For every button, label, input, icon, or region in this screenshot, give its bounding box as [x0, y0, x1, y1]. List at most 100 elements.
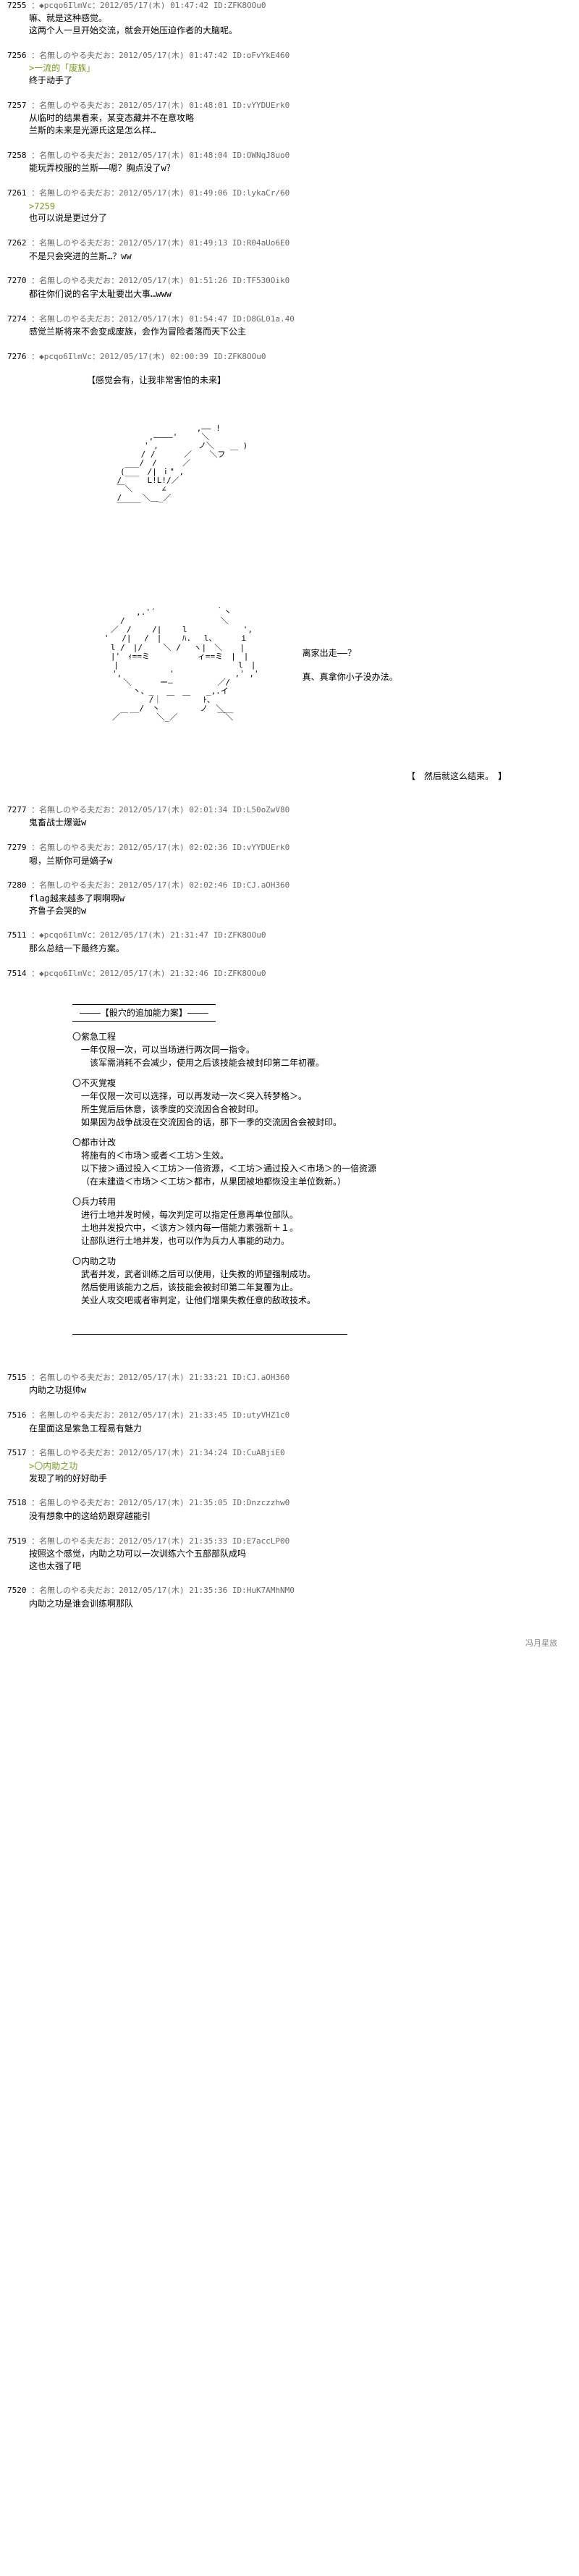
forum-post: 7280 ：名無しのやる夫だお：2012/05/17(木) 02:02:46 I… [0, 880, 579, 917]
ability-desc: 武者并发，武者训练之后可以使用，让失教的师望强制成功。然后使用该能力之后，该技能… [72, 1268, 579, 1307]
post-user: 名無しのやる夫だお [39, 1373, 111, 1382]
post-user: 名無しのやる夫だお [39, 314, 111, 324]
forum-post: 7516 ：名無しのやる夫だお：2012/05/17(木) 21:33:45 I… [0, 1410, 579, 1434]
ability-desc: 一年仅限一次可以选择，可以再发动一次＜突入转梦格＞。所生覚后后休意，该季度的交流… [72, 1090, 579, 1129]
post-user: ◆pcqo6IlmVc [39, 969, 92, 978]
post-date: 2012/05/17(木) 01:47:42 [119, 51, 227, 60]
post-date: 2012/05/17(木) 01:48:01 [119, 101, 227, 110]
post-body: flag越来越多了啊啊啊w齐鲁子会哭的w [7, 891, 579, 917]
post-body: 那么总结一下最终方案。 [7, 941, 579, 955]
ability-title: 〇不灭覚複 [72, 1077, 579, 1090]
post-number: 7258 [7, 151, 27, 160]
post-body: 能玩弄校服的兰斯——嗯？胸点没了w？ [7, 161, 579, 174]
forum-post: 7514 ：◆pcqo6IlmVc：2012/05/17(木) 21:32:46… [0, 968, 579, 1359]
post-header: 7274 ：名無しのやる夫だお：2012/05/17(木) 01:54:47 I… [7, 313, 579, 324]
post-body: >〇内助之功发现了哟的好好助手 [7, 1459, 579, 1485]
post-id: ID:R04aUo6E0 [232, 238, 290, 248]
post-header: 7514 ：◆pcqo6IlmVc：2012/05/17(木) 21:32:46… [7, 968, 579, 979]
post-user: ◆pcqo6IlmVc [39, 352, 92, 361]
post-header: 7257 ：名無しのやる夫だお：2012/05/17(木) 01:48:01 I… [7, 100, 579, 111]
post-user: 名無しのやる夫だお [39, 1586, 111, 1595]
post-id: ID:E7accLP00 [232, 1536, 290, 1546]
forum-post: 7257 ：名無しのやる夫だお：2012/05/17(木) 01:48:01 I… [0, 100, 579, 137]
post-number: 7262 [7, 238, 27, 248]
ability-item: 〇兵力转用进行土地并发时候，每次判定可以指定任意再单位部队。土地并发投穴中，＜该… [72, 1195, 579, 1247]
post-body: >7259也可以说是更过分了 [7, 199, 579, 225]
post-body: 从临时的结果看来，某变态藏并不在意攻略兰斯的未来是光源氏这是怎么样… [7, 111, 579, 137]
post-header: 7511 ：◆pcqo6IlmVc：2012/05/17(木) 21:31:47… [7, 930, 579, 940]
post-number: 7520 [7, 1586, 27, 1595]
post-header: 7261 ：名無しのやる夫だお：2012/05/17(木) 01:49:06 I… [7, 188, 579, 198]
post-body: 在里面这是紫急工程易有魅力 [7, 1421, 579, 1435]
post-date: 2012/05/17(木) 02:02:46 [119, 880, 227, 890]
forum-post: 7258 ：名無しのやる夫だお：2012/05/17(木) 01:48:04 I… [0, 150, 579, 174]
post-header: 7277 ：名無しのやる夫だお：2012/05/17(木) 02:01:34 I… [7, 804, 579, 815]
post-header: 7276 ：◆pcqo6IlmVc：2012/05/17(木) 02:00:39… [7, 351, 579, 362]
post-body: 【感觉会有，让我非常害怕的未来】 ,―― ! ,――――' ＼ ' , ノ＼ )… [7, 362, 579, 783]
post-number: 7255 [7, 1, 27, 10]
post-header: 7279 ：名無しのやる夫だお：2012/05/17(木) 02:02:36 I… [7, 842, 579, 853]
post-header: 7516 ：名無しのやる夫だお：2012/05/17(木) 21:33:45 I… [7, 1410, 579, 1420]
ability-desc: 一年仅限一次，可以当场进行两次同一指令。 该军需消耗不会减少，使用之后该技能会被… [72, 1043, 579, 1069]
post-header: 7258 ：名無しのやる夫だお：2012/05/17(木) 01:48:04 I… [7, 150, 579, 161]
post-user: ◆pcqo6IlmVc [39, 1, 92, 10]
post-id: ID:ZFK8OOu0 [214, 1, 266, 10]
post-user: 名無しのやる夫だお [39, 805, 111, 815]
post-user: 名無しのやる夫だお [39, 880, 111, 890]
post-id: ID:oFvYkE460 [232, 51, 290, 60]
forum-post: 7255 ：◆pcqo6IlmVc：2012/05/17(木) 01:47:42… [0, 0, 579, 37]
post-date: 2012/05/17(木) 01:51:26 [119, 276, 227, 285]
post-id: ID:L50oZwV80 [232, 805, 290, 815]
post-date: 2012/05/17(木) 21:35:05 [119, 1498, 227, 1507]
forum-post: 7515 ：名無しのやる夫だお：2012/05/17(木) 21:33:21 I… [0, 1372, 579, 1397]
post-user: 名無しのやる夫だお [39, 1448, 111, 1457]
post-header: 7256 ：名無しのやる夫だお：2012/05/17(木) 01:47:42 I… [7, 50, 579, 61]
post-number: 7274 [7, 314, 27, 324]
post-id: ID:OWNqJ8uo0 [232, 151, 290, 160]
quote-text: >一流的「废族」 [29, 63, 95, 73]
forum-post: 7276 ：◆pcqo6IlmVc：2012/05/17(木) 02:00:39… [0, 351, 579, 783]
post-user: 名無しのやる夫だお [39, 188, 111, 198]
ability-desc: 将施有的＜市场＞或者＜工坊＞生效。以下接＞通过投入＜工坊＞一倍资源，＜工坊＞通过… [72, 1149, 579, 1188]
post-user: 名無しのやる夫だお [39, 101, 111, 110]
forum-post: 7274 ：名無しのやる夫だお：2012/05/17(木) 01:54:47 I… [0, 313, 579, 338]
ability-item: 〇不灭覚複一年仅限一次可以选择，可以再发动一次＜突入转梦格＞。所生覚后后休意，该… [72, 1077, 579, 1129]
post-date: 2012/05/17(木) 01:49:06 [119, 188, 227, 198]
post-number: 7514 [7, 969, 27, 978]
post-body: 内助之功是谁会训练啊那队 [7, 1596, 579, 1610]
post-header: 7262 ：名無しのやる夫だお：2012/05/17(木) 01:49:13 I… [7, 237, 579, 248]
ability-title: 〇都市计改 [72, 1136, 579, 1149]
ability-item: 〇紫急工程一年仅限一次，可以当场进行两次同一指令。 该军需消耗不会减少，使用之后… [72, 1030, 579, 1069]
post-number: 7261 [7, 188, 27, 198]
forum-post: 7518 ：名無しのやる夫だお：2012/05/17(木) 21:35:05 I… [0, 1497, 579, 1522]
post-date: 2012/05/17(木) 01:48:04 [119, 151, 227, 160]
forum-post: 7519 ：名無しのやる夫だお：2012/05/17(木) 21:35:33 I… [0, 1536, 579, 1573]
post-user: 名無しのやる夫だお [39, 151, 111, 160]
post-user: 名無しのやる夫だお [39, 843, 111, 852]
footer-credit: 冯月星旅 [0, 1623, 579, 1663]
post-user: ◆pcqo6IlmVc [39, 930, 92, 940]
post-date: 2012/05/17(木) 01:54:47 [119, 314, 227, 324]
post-date: 2012/05/17(木) 01:47:42 [100, 1, 208, 10]
post-number: 7279 [7, 843, 27, 852]
post-date: 2012/05/17(木) 21:35:33 [119, 1536, 227, 1546]
post-header: 7270 ：名無しのやる夫だお：2012/05/17(木) 01:51:26 I… [7, 275, 579, 286]
forum-post: 7277 ：名無しのやる夫だお：2012/05/17(木) 02:01:34 I… [0, 804, 579, 829]
quote-text: >〇内助之功 [29, 1461, 77, 1471]
post-body: ————【骰穴的追加能力案】———— 〇紫急工程一年仅限一次，可以当场进行两次同… [7, 979, 579, 1359]
post-body: 感觉兰斯将来不会变成废族，会作为冒险者落而天下公主 [7, 324, 579, 338]
post-number: 7516 [7, 1410, 27, 1420]
ability-box: ————【骰穴的追加能力案】———— 〇紫急工程一年仅限一次，可以当场进行两次同… [29, 980, 579, 1359]
forum-post: 7511 ：◆pcqo6IlmVc：2012/05/17(木) 21:31:47… [0, 930, 579, 954]
quote-text: >7259 [29, 201, 55, 211]
post-id: ID:ZFK8OOu0 [214, 352, 266, 361]
post-date: 2012/05/17(木) 21:35:36 [119, 1586, 227, 1595]
forum-post: 7262 ：名無しのやる夫だお：2012/05/17(木) 01:49:13 I… [0, 237, 579, 262]
post-header: 7280 ：名無しのやる夫だお：2012/05/17(木) 02:02:46 I… [7, 880, 579, 891]
post-number: 7256 [7, 51, 27, 60]
post-body: 不是只会突进的兰斯…？ww [7, 249, 579, 263]
ability-item: 〇都市计改将施有的＜市场＞或者＜工坊＞生效。以下接＞通过投入＜工坊＞一倍资源，＜… [72, 1136, 579, 1188]
ability-title: 〇兵力转用 [72, 1195, 579, 1208]
post-date: 2012/05/17(木) 02:02:36 [119, 843, 227, 852]
ability-title: 〇紫急工程 [72, 1030, 579, 1043]
